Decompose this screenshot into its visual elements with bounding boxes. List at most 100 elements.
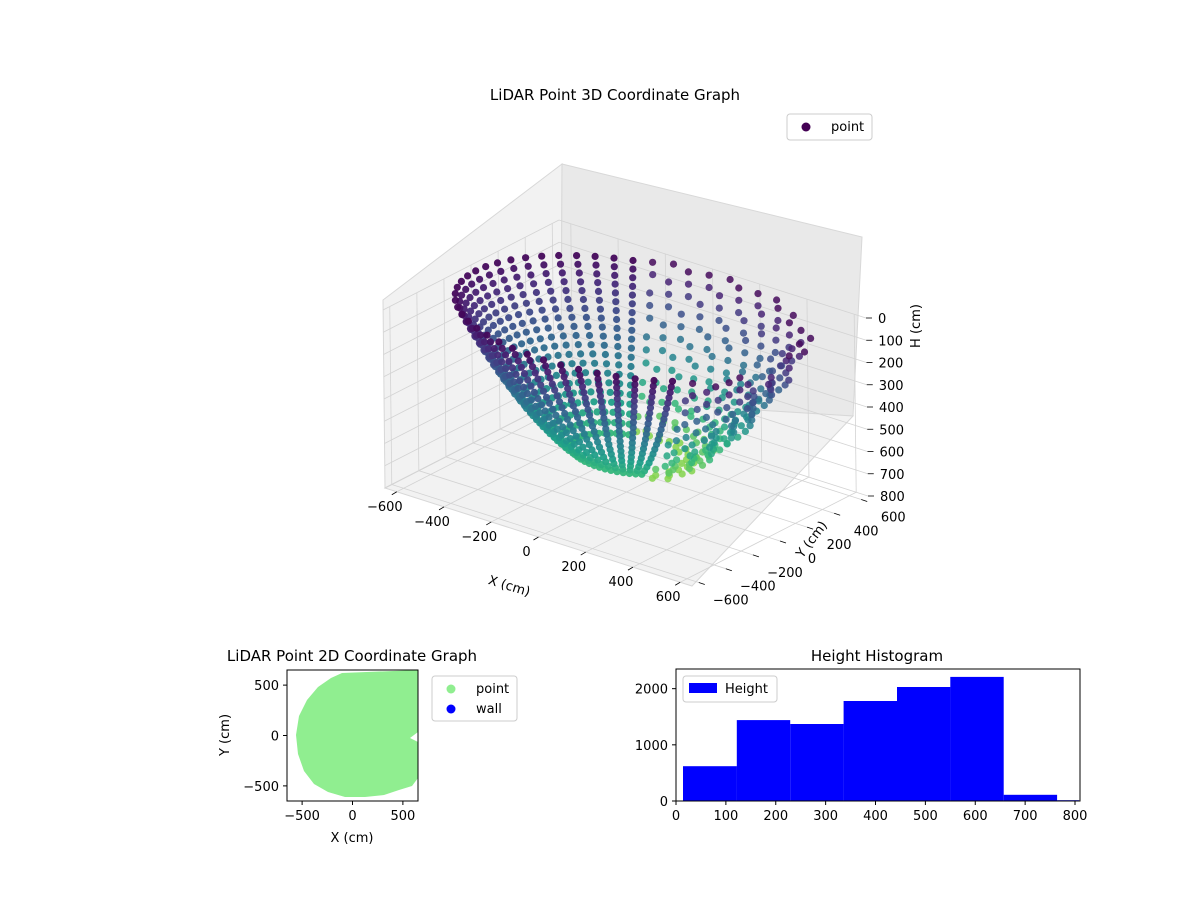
grid-line-back-h <box>560 353 868 452</box>
data-point-3d <box>776 374 784 382</box>
data-point-3d <box>614 411 622 419</box>
data-point-3d <box>737 422 745 430</box>
data-point-3d <box>509 322 517 330</box>
y-tick-3d <box>752 554 760 558</box>
data-point-3d <box>555 251 563 260</box>
histogram-bar <box>736 720 791 801</box>
data-point-3d <box>712 427 720 436</box>
legend-label-point-2d: point <box>476 682 509 697</box>
data-point-3d <box>785 352 793 360</box>
grid-line-floor-y <box>418 470 726 570</box>
data-point-3d <box>575 438 584 446</box>
data-point-3d <box>540 261 548 269</box>
x-tick-label-3d: −400 <box>414 515 450 530</box>
y-tick-label-histogram: 0 <box>660 795 668 810</box>
data-point-3d <box>647 398 655 406</box>
legend-swatch-height <box>689 683 717 693</box>
data-point-3d <box>788 345 796 353</box>
data-point-3d <box>659 334 667 342</box>
data-point-3d <box>648 474 657 482</box>
data-point-3d <box>658 398 666 406</box>
data-point-3d <box>596 386 604 394</box>
data-point-3d <box>778 350 786 358</box>
data-point-3d <box>696 313 704 321</box>
data-point-3d <box>472 288 480 296</box>
data-point-3d <box>479 318 488 326</box>
histogram-bars <box>683 676 1079 801</box>
data-point-3d <box>505 314 513 322</box>
data-point-3d <box>457 277 465 285</box>
data-point-3d <box>727 434 736 442</box>
data-point-3d <box>542 393 551 401</box>
data-point-3d <box>663 452 671 460</box>
data-point-3d <box>562 341 570 349</box>
y-tick-label-3d: 600 <box>881 510 906 525</box>
data-point-3d <box>501 351 510 359</box>
data-point-3d <box>587 388 595 396</box>
data-point-3d <box>629 282 637 290</box>
data-point-3d <box>720 423 729 431</box>
data-point-3d <box>578 287 586 295</box>
data-point-3d <box>785 331 794 339</box>
data-point-3d <box>756 354 764 362</box>
data-point-3d <box>646 314 654 322</box>
data-point-3d <box>746 422 754 430</box>
data-point-3d <box>685 355 693 363</box>
data-point-3d <box>510 378 518 386</box>
data-point-3d <box>585 411 594 419</box>
data-point-3d <box>498 358 506 366</box>
data-point-3d <box>584 378 592 386</box>
data-point-3d <box>600 341 608 349</box>
z-tick-label-3d: 600 <box>880 446 905 461</box>
data-point-3d <box>648 393 656 401</box>
data-point-3d <box>582 313 591 321</box>
data-point-3d <box>552 371 561 379</box>
data-point-3d <box>646 301 654 310</box>
data-point-3d <box>710 439 718 447</box>
data-point-3d <box>687 412 695 420</box>
data-point-3d <box>545 413 553 421</box>
data-point-3d <box>628 291 637 299</box>
grid-line-floor-y <box>391 484 699 583</box>
data-point-3d <box>628 317 636 325</box>
data-point-3d <box>577 377 585 385</box>
plot-frame-histogram <box>675 668 1081 802</box>
data-point-3d <box>757 322 765 330</box>
data-point-3d <box>566 390 574 398</box>
data-point-3d <box>562 379 570 387</box>
y-tick-label-histogram: 2000 <box>635 683 668 698</box>
data-point-3d <box>709 421 717 429</box>
chart-title-2d: LiDAR Point 2D Coordinate Graph <box>227 647 477 665</box>
data-point-3d <box>629 418 638 426</box>
data-point-3d <box>742 336 750 345</box>
data-point-3d <box>495 338 503 346</box>
data-point-3d <box>613 324 621 332</box>
data-point-3d <box>581 304 589 312</box>
data-point-3d <box>590 427 598 436</box>
data-point-3d <box>575 269 583 277</box>
data-point-3d <box>599 409 607 417</box>
data-point-3d <box>629 265 637 273</box>
data-point-3d <box>757 310 766 318</box>
data-point-3d <box>578 424 586 432</box>
data-point-3d <box>681 421 689 429</box>
data-point-3d <box>575 365 583 373</box>
data-point-3d <box>615 427 623 435</box>
data-point-3d <box>527 396 536 404</box>
data-point-3d <box>687 407 696 415</box>
data-point-3d <box>703 388 711 396</box>
data-point-3d <box>776 362 785 370</box>
data-point-3d <box>664 303 673 311</box>
data-point-3d <box>744 381 752 389</box>
data-point-3d <box>531 369 539 377</box>
data-point-3d <box>558 367 567 375</box>
data-point-3d <box>668 459 676 467</box>
x-tick-label-histogram: 700 <box>1013 809 1038 824</box>
data-point-3d <box>582 400 591 408</box>
data-point-3d <box>464 272 472 280</box>
data-point-3d <box>516 282 524 290</box>
data-point-3d <box>451 296 459 304</box>
data-point-3d <box>547 287 555 295</box>
data-point-3d <box>536 335 544 343</box>
data-point-3d <box>507 293 515 301</box>
